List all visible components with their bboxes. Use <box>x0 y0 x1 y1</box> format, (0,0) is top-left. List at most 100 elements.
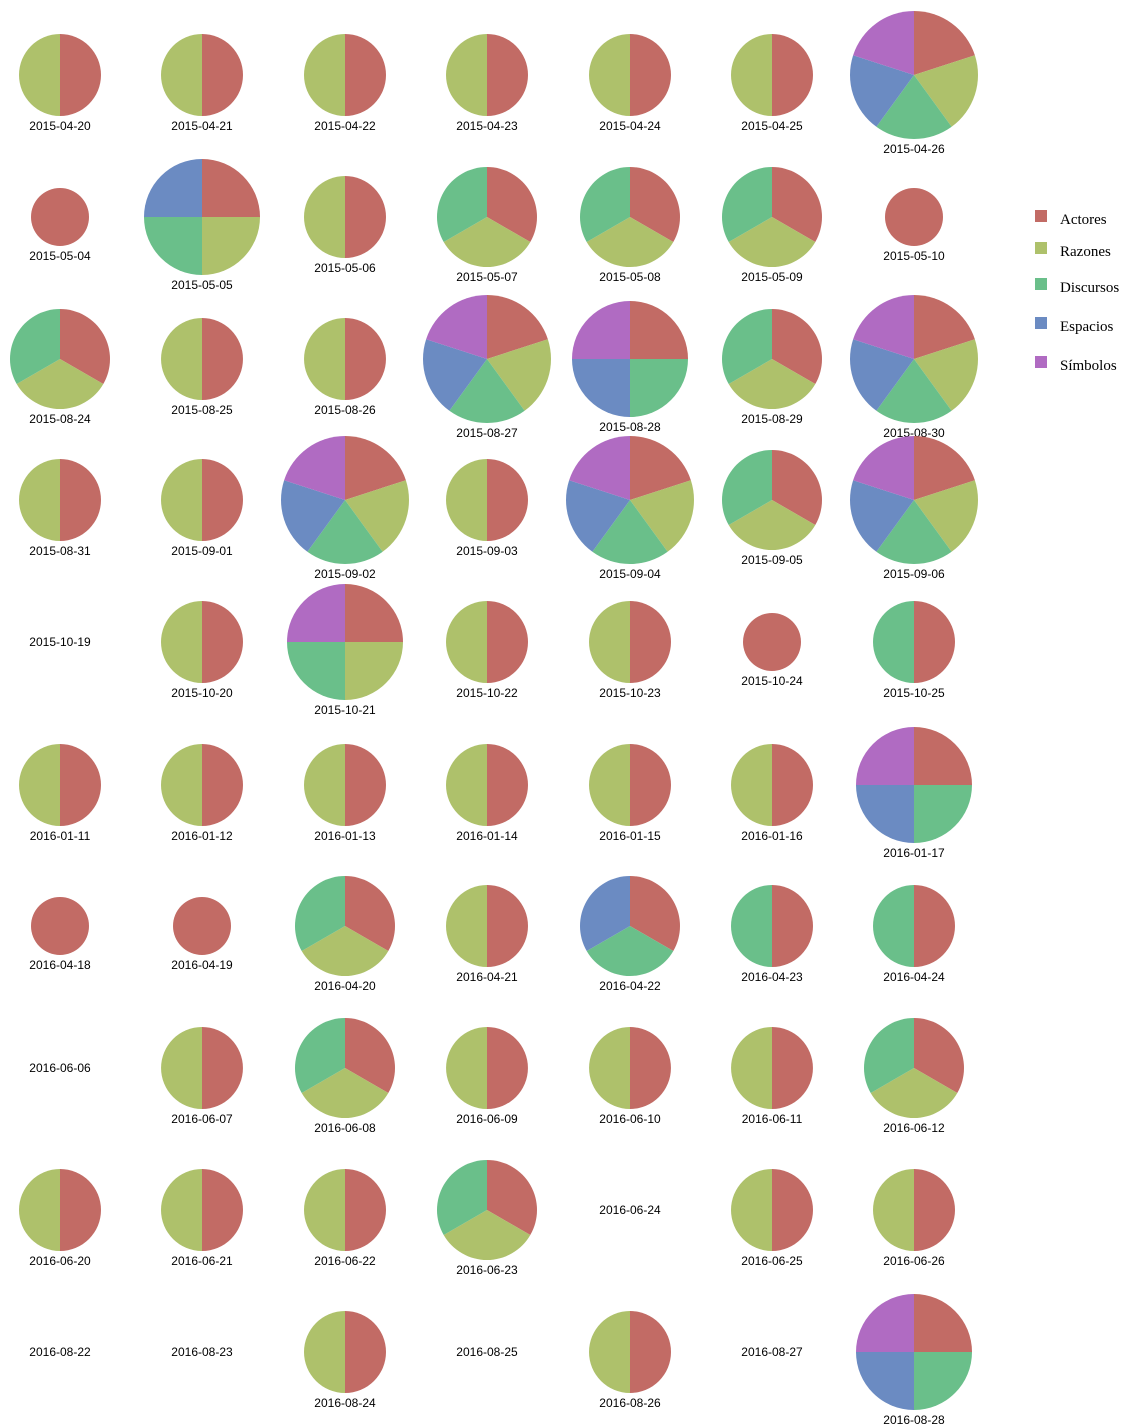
pie-date-label: 2016-06-26 <box>883 1254 945 1268</box>
pie-slice-actores <box>772 167 822 242</box>
pie-date-label: 2015-09-02 <box>314 567 376 581</box>
pie-slice-razones <box>304 1311 345 1393</box>
pie-slice-razones <box>19 34 60 116</box>
pie-2016-06-06: 2016-06-06 <box>29 1061 91 1075</box>
pie-slice-actores <box>914 885 955 967</box>
pie-slice-discursos <box>437 1160 487 1235</box>
pie-slice-actores <box>173 897 231 955</box>
pie-slice-actores <box>60 744 101 826</box>
pie-slice-actores <box>914 727 972 785</box>
pie-slice-discursos <box>873 601 914 683</box>
pie-slice-actores <box>202 1027 243 1109</box>
pie-date-label: 2015-08-25 <box>171 403 233 417</box>
pie-slice-actores <box>885 188 943 246</box>
pie-slice-actores <box>630 744 671 826</box>
pie-slice-actores <box>31 188 89 246</box>
pie-slice-símbolos <box>569 436 630 500</box>
pie-slice-discursos <box>731 885 772 967</box>
pie-slice-discursos <box>722 167 772 242</box>
pie-slice-discursos <box>295 876 345 951</box>
pie-slice-actores <box>202 459 243 541</box>
pie-date-label: 2016-04-18 <box>29 958 91 972</box>
pie-slice-discursos <box>295 1018 345 1093</box>
pie-slice-razones <box>589 1027 630 1109</box>
pie-slice-actores <box>345 584 403 642</box>
legend-label: Espacios <box>1060 319 1113 335</box>
pie-2015-04-23: 2015-04-23 <box>446 34 528 133</box>
pie-date-label: 2015-08-26 <box>314 403 376 417</box>
pie-slice-espacios <box>565 480 630 552</box>
legend: Actores Razones Discursos Espacios Símbolos <box>1035 210 1119 374</box>
pie-2015-10-21: 2015-10-21 <box>287 584 403 717</box>
pie-date-label: 2016-04-19 <box>171 958 233 972</box>
pie-slice-actores <box>630 34 671 116</box>
pie-slice-actores <box>914 436 975 500</box>
pie-2016-01-17: 2016-01-17 <box>856 727 972 860</box>
pie-date-label: 2016-06-23 <box>456 1263 518 1277</box>
pie-date-label: 2016-06-10 <box>599 1112 661 1126</box>
pie-slice-razones <box>589 34 630 116</box>
pie-slice-espacios <box>849 55 914 127</box>
pie-date-label: 2016-04-20 <box>314 979 376 993</box>
pie-slice-actores <box>487 601 528 683</box>
pie-slice-actores <box>345 876 395 951</box>
pie-2016-06-11: 2016-06-11 <box>731 1027 813 1126</box>
pie-slice-actores <box>914 1294 972 1352</box>
pie-slice-razones <box>345 480 410 552</box>
pie-slice-actores <box>202 1169 243 1251</box>
pie-slice-símbolos <box>853 295 914 359</box>
pie-slice-razones <box>304 34 345 116</box>
legend-swatch <box>1035 317 1047 329</box>
pie-slice-símbolos <box>572 301 630 359</box>
pie-2015-10-20: 2015-10-20 <box>161 601 243 700</box>
legend-label: Discursos <box>1060 280 1119 296</box>
pie-date-label: 2016-08-22 <box>29 1345 91 1359</box>
pie-date-label: 2016-01-12 <box>171 829 233 843</box>
pie-slice-razones <box>304 744 345 826</box>
pie-slice-razones <box>202 217 260 275</box>
pie-slice-razones <box>630 480 695 552</box>
pie-slice-discursos <box>864 1018 914 1093</box>
pie-date-label: 2015-09-06 <box>883 567 945 581</box>
pie-slice-razones <box>487 339 552 411</box>
pie-slice-actores <box>772 1169 813 1251</box>
pie-date-label: 2016-08-23 <box>171 1345 233 1359</box>
pie-date-label: 2015-04-24 <box>599 119 661 133</box>
pie-slice-discursos <box>722 309 772 384</box>
pie-slice-símbolos <box>426 294 487 359</box>
pie-slice-razones <box>301 926 389 976</box>
pie-2016-08-23: 2016-08-23 <box>171 1345 233 1359</box>
pie-date-label: 2015-05-07 <box>456 270 518 284</box>
pie-2015-05-04: 2015-05-04 <box>29 188 91 263</box>
pie-slice-razones <box>731 744 772 826</box>
pie-slice-actores <box>772 450 822 525</box>
pie-slice-razones <box>161 744 202 826</box>
pie-slice-actores <box>60 34 101 116</box>
pie-slice-actores <box>487 1160 537 1235</box>
pie-2015-04-26: 2015-04-26 <box>849 10 979 156</box>
pie-2016-01-11: 2016-01-11 <box>19 744 101 843</box>
pie-slice-razones <box>304 318 345 400</box>
pie-2015-10-22: 2015-10-22 <box>446 601 528 700</box>
pie-date-label: 2015-05-06 <box>314 261 376 275</box>
pie-slice-razones <box>161 34 202 116</box>
pie-2016-04-20: 2016-04-20 <box>295 876 395 993</box>
pie-2015-04-22: 2015-04-22 <box>304 34 386 133</box>
pie-2015-09-01: 2015-09-01 <box>161 459 243 558</box>
pie-slice-razones <box>161 459 202 541</box>
pie-2015-08-24: 2015-08-24 <box>10 309 110 426</box>
pie-slice-razones <box>443 217 531 267</box>
pie-date-label: 2016-06-25 <box>741 1254 803 1268</box>
pie-date-label: 2015-04-26 <box>883 142 945 156</box>
pie-slice-discursos <box>586 926 674 976</box>
pie-slice-actores <box>487 295 548 359</box>
pie-date-label: 2015-10-23 <box>599 686 661 700</box>
pie-date-label: 2015-09-04 <box>599 567 661 581</box>
pie-date-label: 2016-08-25 <box>456 1345 518 1359</box>
pie-slice-razones <box>161 1027 202 1109</box>
pie-slice-discursos <box>914 785 972 843</box>
pie-slice-razones <box>731 1169 772 1251</box>
pie-slice-razones <box>446 34 487 116</box>
pie-2015-10-19: 2015-10-19 <box>29 635 91 649</box>
pie-slice-actores <box>202 318 243 400</box>
